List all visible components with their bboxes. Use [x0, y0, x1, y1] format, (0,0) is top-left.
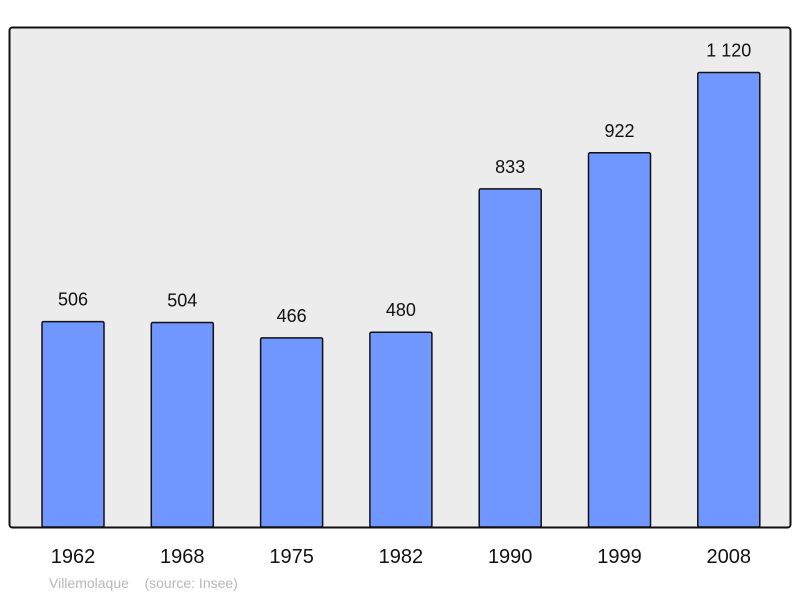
- place-name: Villemolaque: [49, 575, 129, 591]
- bar-1990: [478, 188, 542, 528]
- bar-2008: [697, 71, 761, 528]
- x-tick-label-1962: 1962: [51, 546, 96, 568]
- data-label-1962: 506: [58, 290, 88, 310]
- data-label-1968: 504: [167, 290, 197, 310]
- data-label-2008: 1 120: [706, 40, 751, 60]
- bar-1968: [150, 321, 215, 528]
- x-tick-label-1982: 1982: [379, 546, 424, 568]
- data-label-1999: 922: [604, 121, 634, 141]
- x-tick-label-2008: 2008: [707, 546, 752, 568]
- x-tick-label-1990: 1990: [488, 546, 533, 568]
- x-tick-label-1968: 1968: [160, 546, 205, 568]
- data-label-1990: 833: [495, 157, 525, 177]
- x-tick-label-1999: 1999: [597, 546, 642, 568]
- data-label-1975: 466: [277, 306, 307, 326]
- chart-footer: Villemolaque (source: Insee): [49, 575, 238, 591]
- bar-1975: [259, 337, 324, 528]
- source-note: (source: Insee): [144, 575, 238, 591]
- data-label-1982: 480: [386, 300, 416, 320]
- x-tick-label-1975: 1975: [269, 546, 314, 568]
- bar-1999: [587, 152, 652, 528]
- bar-1982: [369, 331, 433, 528]
- bar-1962: [41, 320, 105, 528]
